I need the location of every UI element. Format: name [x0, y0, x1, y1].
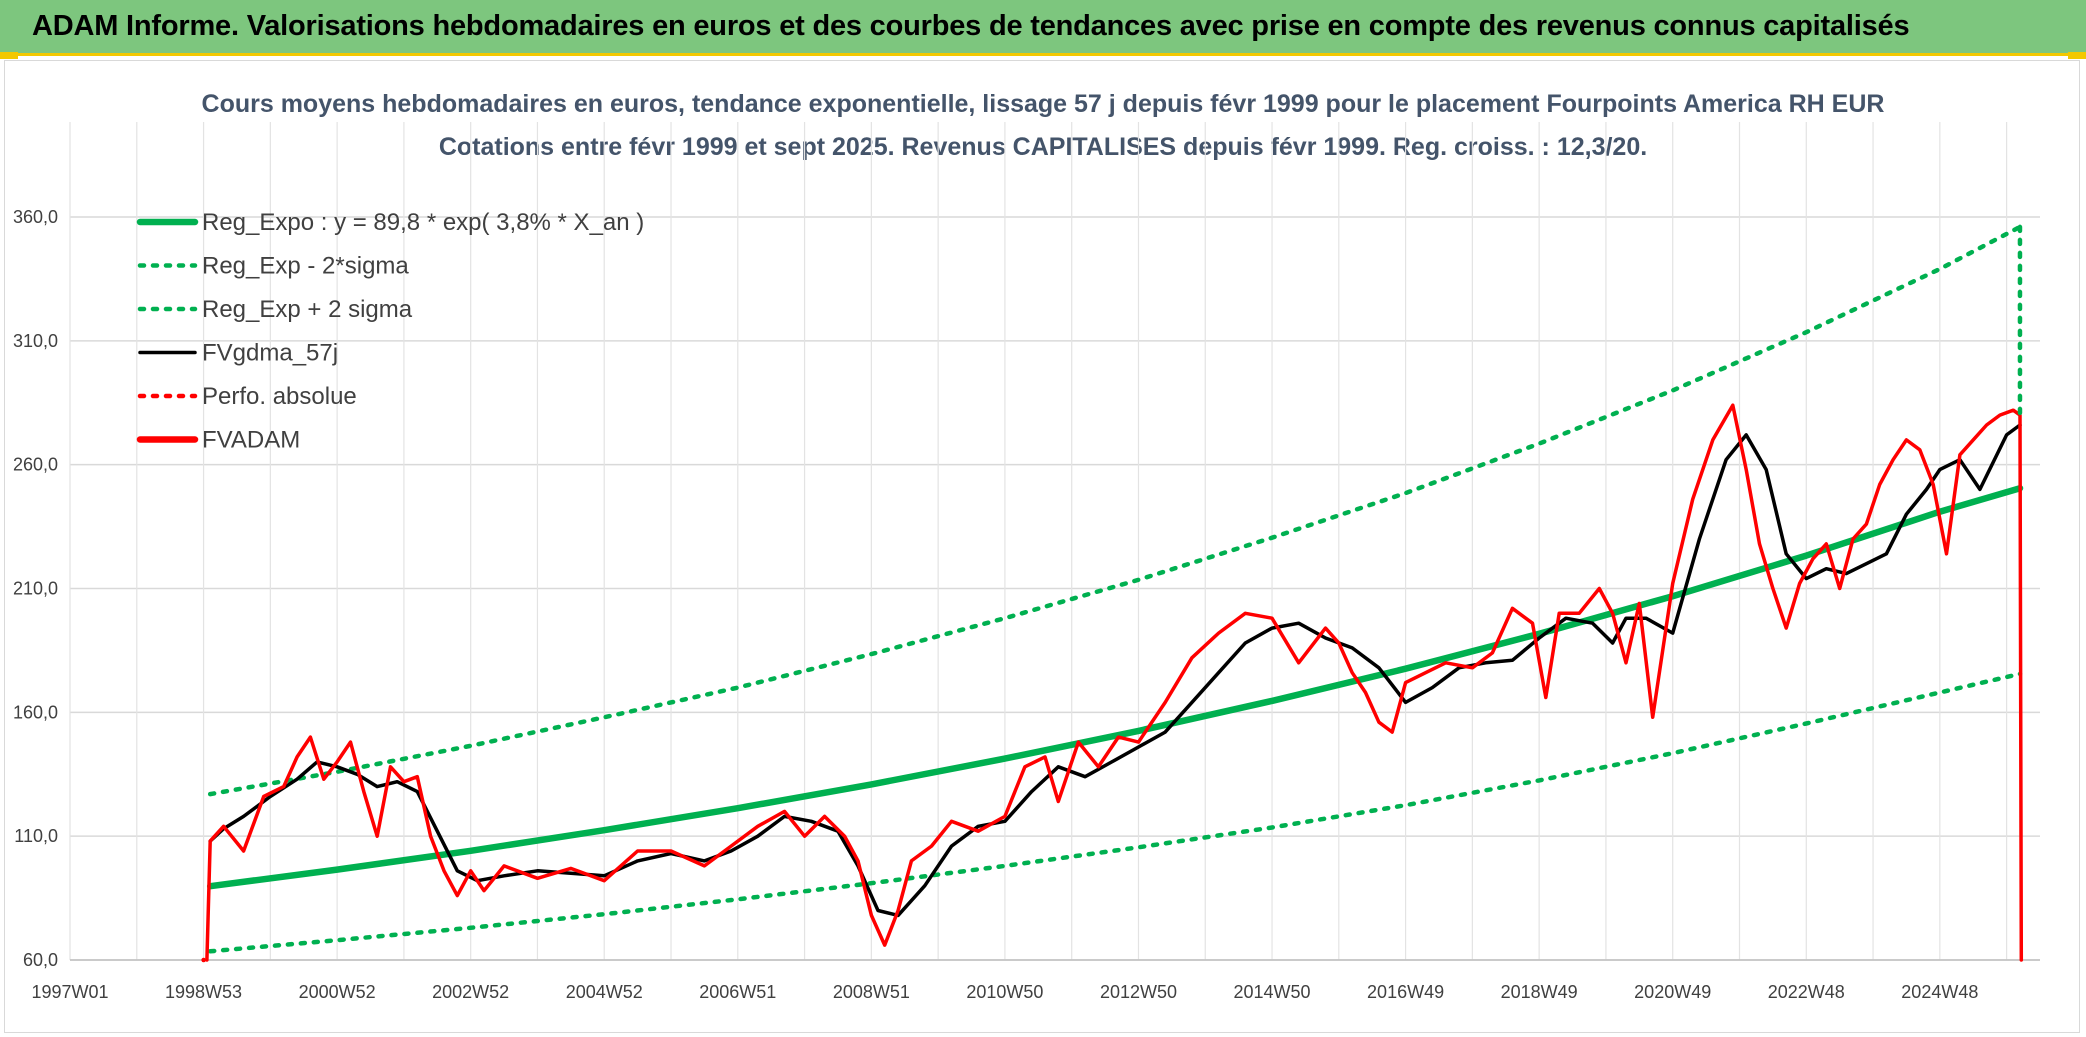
series-line-0 — [206, 484, 2024, 890]
chart-legend: Reg_Expo : y = 89,8 * exp( 3,8% * X_an )… — [136, 209, 644, 454]
y-tick-label: 260,0 — [13, 455, 58, 475]
x-tick-label: 2016W49 — [1367, 982, 1444, 1002]
x-tick-label: 1997W01 — [31, 982, 108, 1002]
series-line-3 — [208, 423, 2022, 918]
header-bar: ADAM Informe. Valorisations hebdomadaire… — [0, 0, 2086, 56]
x-tick-label: 2006W51 — [699, 982, 776, 1002]
x-tick-label: 2014W50 — [1234, 982, 1311, 1002]
y-tick-label: 360,0 — [13, 207, 58, 227]
legend-label: Perfo. absolue — [202, 383, 357, 410]
x-tick-label: 2020W49 — [1634, 982, 1711, 1002]
x-tick-label: 2008W51 — [833, 982, 910, 1002]
x-tick-label: 2010W50 — [966, 982, 1043, 1002]
corner-accent-left — [0, 52, 18, 59]
x-tick-label: 2004W52 — [566, 982, 643, 1002]
x-tick-label: 1998W53 — [165, 982, 242, 1002]
legend-label: Reg_Expo : y = 89,8 * exp( 3,8% * X_an ) — [202, 209, 644, 236]
x-tick-label: 2002W52 — [432, 982, 509, 1002]
legend-label: Reg_Exp + 2 sigma — [202, 296, 413, 323]
series-line-1 — [207, 671, 2023, 954]
legend-label: Reg_Exp - 2*sigma — [202, 253, 409, 280]
y-tick-label: 210,0 — [13, 579, 58, 599]
x-tick-label: 2024W48 — [1901, 982, 1978, 1002]
chart-subtitle: Cotations entre févr 1999 et sept 2025. … — [439, 133, 1647, 161]
chart-series — [201, 224, 2024, 963]
y-axis-ticks: 60,0 110,0 160,0 210,0 260,0 310,0 360,0 — [13, 207, 58, 970]
legend-label: FVgdma_57j — [202, 340, 338, 367]
y-tick-label: 310,0 — [13, 331, 58, 351]
x-tick-label: 2012W50 — [1100, 982, 1177, 1002]
header-title: ADAM Informe. Valorisations hebdomadaire… — [32, 10, 1910, 42]
series-line-2 — [207, 224, 2023, 797]
chart-frame — [4, 60, 2080, 1033]
x-tick-label: 2000W52 — [299, 982, 376, 1002]
legend-label: FVADAM — [202, 427, 300, 454]
corner-accent-right — [2068, 52, 2086, 59]
y-tick-label: 110,0 — [14, 826, 58, 846]
y-tick-label: 60,0 — [23, 950, 58, 970]
y-tick-label: 160,0 — [13, 702, 58, 722]
chart-title: Cours moyens hebdomadaires en euros, ten… — [202, 90, 1885, 118]
chart-grid — [69, 122, 2040, 961]
series-line-5 — [205, 403, 2024, 962]
x-tick-label: 2022W48 — [1768, 982, 1845, 1002]
x-axis-ticks: 1997W01 1998W53 2000W52 2002W52 2004W52 2006W… — [31, 982, 1978, 1002]
x-tick-label: 2018W49 — [1501, 982, 1578, 1002]
